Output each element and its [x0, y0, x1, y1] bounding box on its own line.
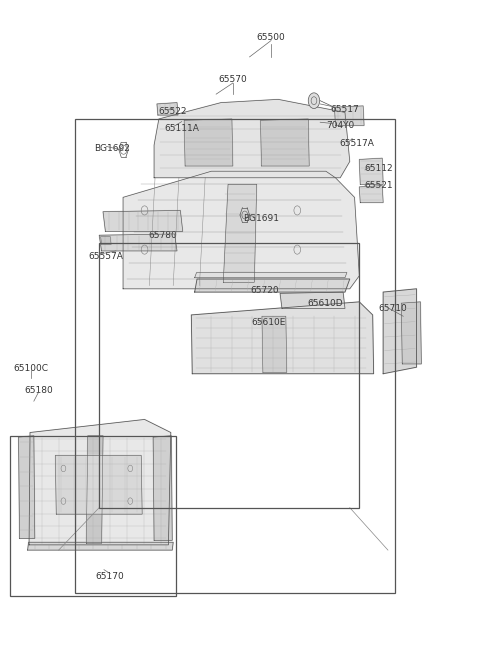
Text: 65170: 65170: [96, 572, 125, 581]
Text: 65100C: 65100C: [13, 364, 48, 373]
Text: 65500: 65500: [257, 33, 286, 42]
Polygon shape: [153, 436, 172, 541]
Circle shape: [308, 93, 320, 108]
Bar: [10, 436, 176, 596]
Text: 65610D: 65610D: [307, 299, 343, 308]
Text: 65710: 65710: [378, 304, 407, 313]
Text: 704Y0: 704Y0: [326, 121, 354, 130]
Polygon shape: [154, 99, 350, 178]
Text: 65517A: 65517A: [339, 139, 374, 148]
Text: 65780: 65780: [148, 231, 177, 239]
Polygon shape: [383, 289, 417, 374]
Polygon shape: [28, 543, 173, 550]
Polygon shape: [103, 211, 183, 232]
Text: 65112: 65112: [364, 164, 393, 173]
Polygon shape: [29, 419, 171, 545]
Polygon shape: [401, 302, 421, 364]
Polygon shape: [157, 102, 178, 115]
Text: BG1692: BG1692: [94, 144, 130, 153]
Text: 65610E: 65610E: [252, 318, 286, 327]
Text: 65522: 65522: [158, 108, 187, 116]
Polygon shape: [19, 436, 35, 539]
Polygon shape: [99, 234, 177, 251]
Text: 65517: 65517: [331, 105, 360, 113]
Text: 65180: 65180: [24, 386, 53, 394]
Text: 65720: 65720: [251, 285, 279, 295]
Polygon shape: [335, 106, 364, 125]
Polygon shape: [261, 119, 309, 166]
Polygon shape: [184, 119, 233, 166]
Polygon shape: [101, 237, 111, 245]
Bar: [99, 243, 360, 508]
Polygon shape: [195, 279, 350, 292]
Text: BG1691: BG1691: [243, 215, 279, 224]
Polygon shape: [262, 316, 287, 373]
Text: 65557A: 65557A: [88, 252, 123, 260]
Polygon shape: [360, 158, 383, 184]
Polygon shape: [192, 302, 373, 374]
Polygon shape: [360, 186, 383, 203]
Polygon shape: [195, 272, 347, 277]
Text: 65570: 65570: [218, 75, 247, 84]
Text: 65111A: 65111A: [164, 123, 199, 133]
Polygon shape: [223, 184, 257, 282]
Polygon shape: [55, 455, 142, 514]
Bar: [75, 119, 395, 592]
Polygon shape: [123, 171, 360, 289]
Text: 65521: 65521: [364, 181, 393, 190]
Polygon shape: [280, 292, 345, 308]
Polygon shape: [86, 436, 103, 544]
